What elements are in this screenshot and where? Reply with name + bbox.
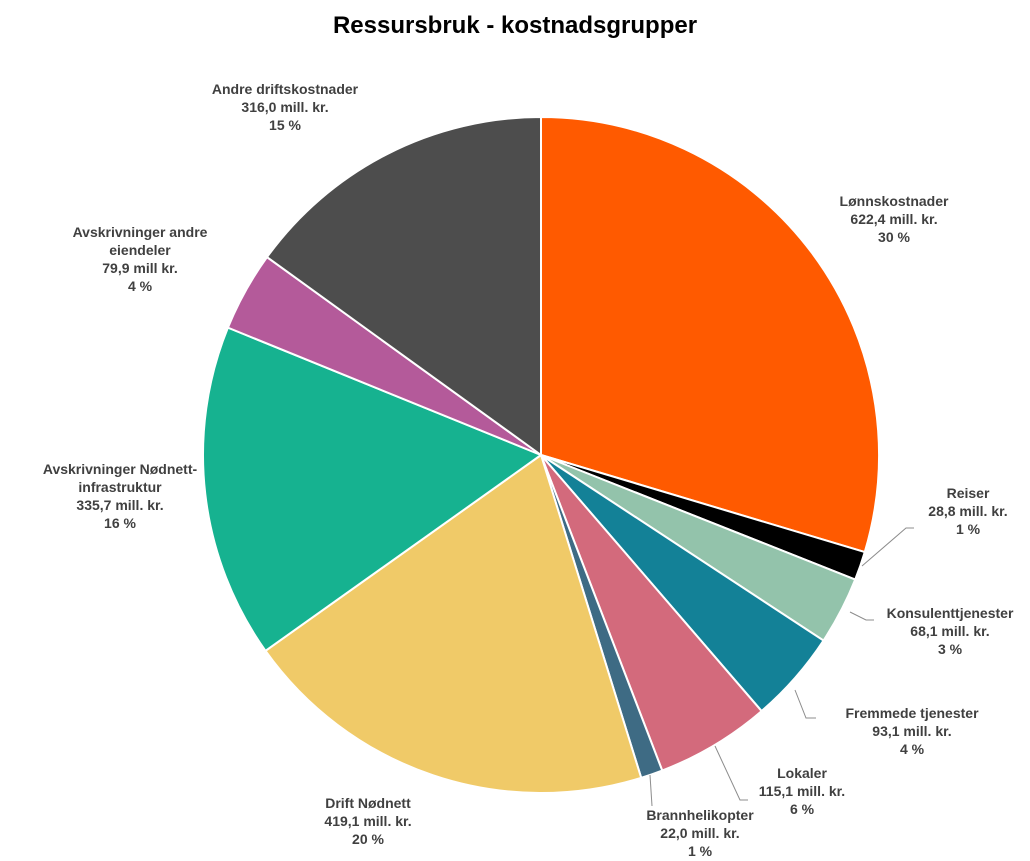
label-percent: 16 % — [104, 515, 136, 531]
data-label: Brannhelikopter 22,0 mill. kr. 1 % — [615, 806, 785, 860]
label-name: Avskrivninger Nødnett-infrastruktur — [42, 461, 198, 495]
label-value: 28,8 mill. kr. — [928, 503, 1008, 519]
leader-line — [714, 745, 748, 801]
label-name: Lokaler — [777, 765, 827, 781]
label-name: Konsulenttjenester — [886, 605, 1014, 621]
label-percent: 6 % — [789, 801, 815, 817]
leader-lines — [649, 527, 914, 807]
label-percent: 1 % — [955, 521, 981, 537]
label-percent: 1 % — [687, 843, 713, 859]
label-percent: 3 % — [937, 641, 963, 657]
leader-line — [794, 689, 816, 719]
label-name: Avskrivninger andre eiendeler — [72, 224, 208, 258]
label-value: 93,1 mill. kr. — [872, 723, 952, 739]
label-value: 419,1 mill. kr. — [324, 813, 412, 829]
data-label: Lønnskostnader 622,4 mill. kr. 30 % — [799, 192, 989, 246]
label-percent: 20 % — [352, 831, 384, 847]
data-label: Avskrivninger Nødnett-infrastruktur 335,7… — [25, 460, 215, 532]
pie-slice — [264, 453, 643, 794]
label-percent: 4 % — [899, 741, 925, 757]
label-percent: 30 % — [878, 229, 910, 245]
label-name: Reiser — [946, 485, 990, 501]
pie — [202, 115, 880, 794]
pie-slice — [202, 326, 544, 653]
data-label: Reiser 28,8 mill. kr. 1 % — [893, 484, 1030, 538]
label-value: 622,4 mill. kr. — [850, 211, 938, 227]
label-value: 316,0 mill. kr. — [241, 99, 329, 115]
leader-line — [649, 774, 653, 807]
pie-slice — [265, 115, 542, 457]
label-percent: 4 % — [127, 278, 153, 294]
leader-line — [849, 611, 874, 621]
label-value: 335,7 mill. kr. — [76, 497, 164, 513]
label-value: 68,1 mill. kr. — [910, 623, 990, 639]
label-name: Drift Nødnett — [325, 795, 411, 811]
label-name: Fremmede tjenester — [845, 705, 979, 721]
label-name: Andre driftskostnader — [211, 81, 359, 97]
leader-line — [861, 527, 914, 567]
label-name: Lønnskostnader — [839, 193, 949, 209]
data-label: Lokaler 115,1 mill. kr. 6 % — [727, 764, 877, 818]
label-value: 79,9 mill kr. — [102, 260, 178, 276]
data-label: Konsulenttjenester 68,1 mill. kr. 3 % — [865, 604, 1030, 658]
data-label: Avskrivninger andre eiendeler 79,9 mill k… — [60, 223, 220, 295]
label-value: 115,1 mill. kr. — [758, 783, 846, 799]
label-name: Brannhelikopter — [646, 807, 754, 823]
data-label: Fremmede tjenester 93,1 mill. kr. 4 % — [817, 704, 1007, 758]
pie-slice — [540, 115, 880, 554]
data-label: Andre driftskostnader 316,0 mill. kr. 15 % — [185, 80, 385, 134]
data-label: Drift Nødnett 419,1 mill. kr. 20 % — [273, 794, 463, 848]
label-value: 22,0 mill. kr. — [660, 825, 740, 841]
chart-title: Ressursbruk - kostnadsgrupper — [332, 12, 698, 39]
label-percent: 15 % — [269, 117, 301, 133]
